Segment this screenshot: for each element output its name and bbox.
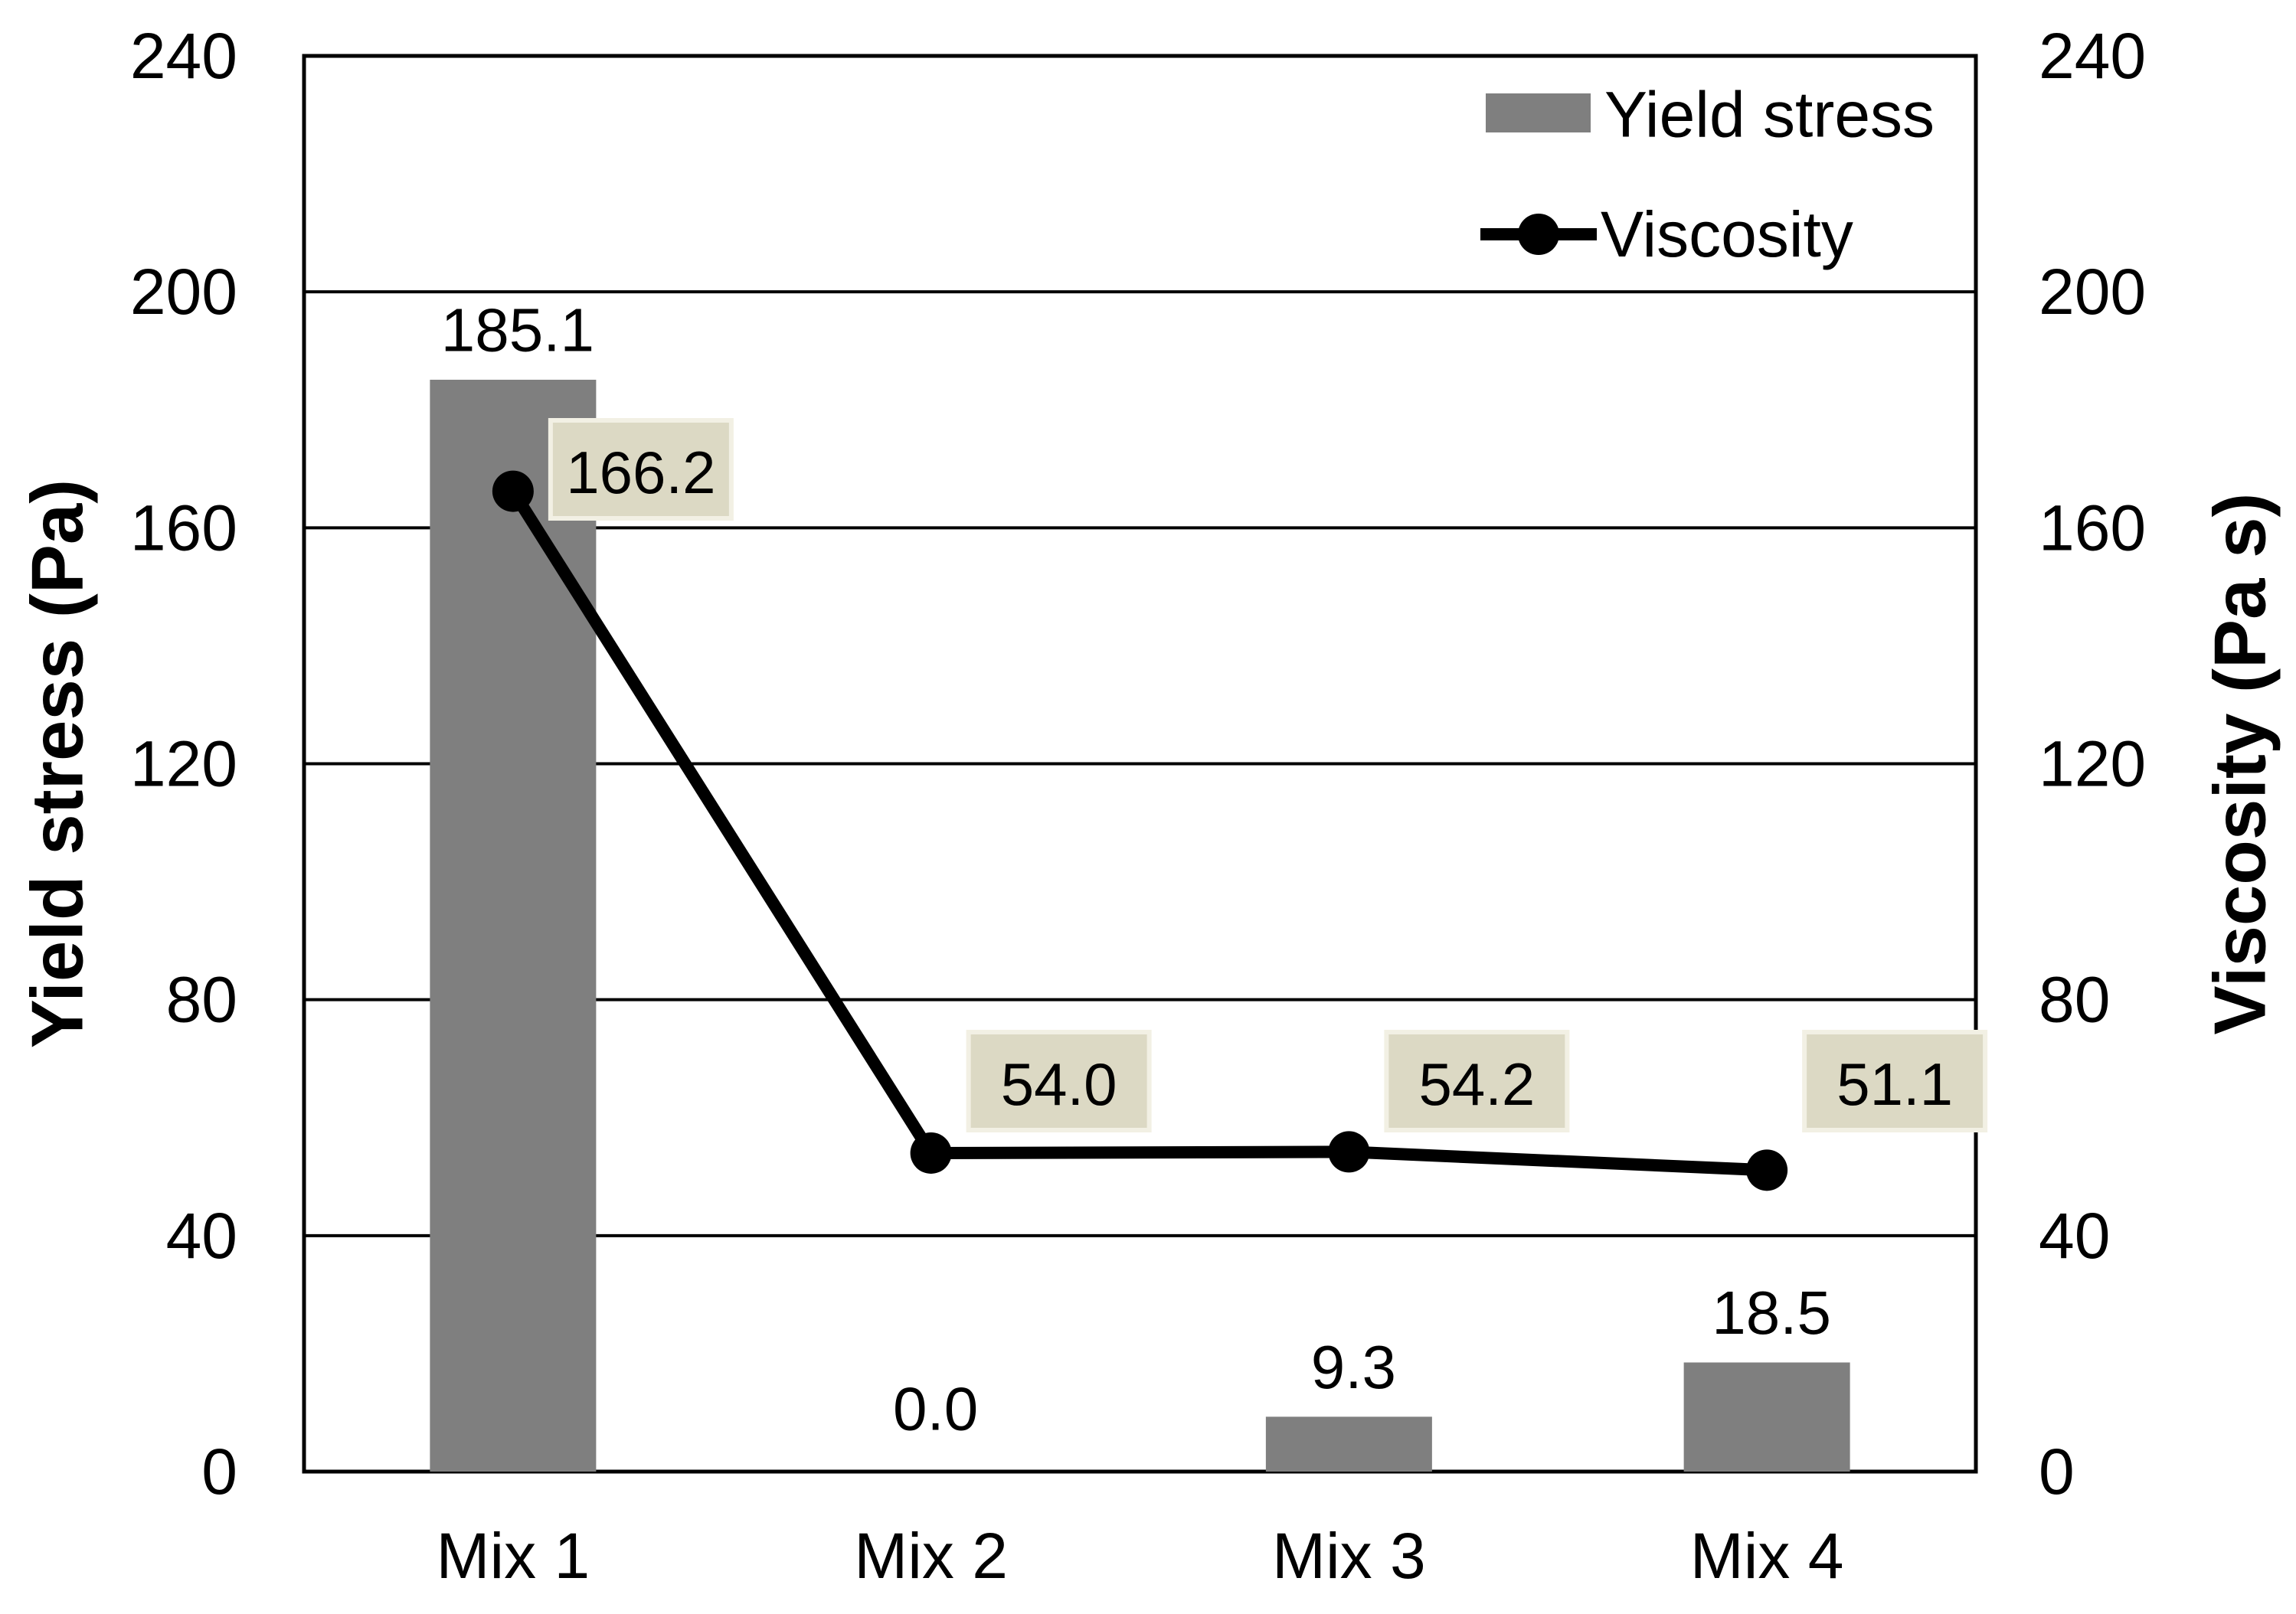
viscosity-line	[506, 485, 1774, 1177]
right-axis-title: Viscosity (Pa s)	[2200, 493, 2281, 1035]
viscosity-label-2: 54.0	[1001, 1050, 1117, 1118]
category-label-mix-3: Mix 3	[1272, 1520, 1426, 1592]
viscosity-label-box-1	[548, 418, 734, 521]
left-axis-title: Yield stress (Pa)	[17, 479, 99, 1048]
right-tick-240: 240	[2039, 20, 2146, 92]
left-tick-200: 200	[130, 256, 237, 328]
bar-label-2: 0.0	[893, 1375, 978, 1443]
left-tick-40: 40	[166, 1200, 237, 1272]
viscosity-label-4: 51.1	[1836, 1050, 1953, 1118]
right-tick-120: 120	[2039, 728, 2146, 800]
right-tick-160: 160	[2039, 492, 2146, 564]
bar-mix-4	[1683, 1362, 1850, 1472]
plot-border	[302, 54, 1978, 1474]
legend-label-viscosity: Viscosity	[1601, 198, 1853, 270]
viscosity-marker-2	[910, 1132, 952, 1174]
viscosity-label-3: 54.2	[1418, 1050, 1535, 1118]
viscosity-marker-3	[1328, 1131, 1370, 1173]
viscosity-marker-4	[1746, 1149, 1788, 1191]
bar-mix-3	[1265, 1416, 1432, 1472]
left-tick-240: 240	[130, 20, 237, 92]
viscosity-label-box-4	[1802, 1030, 1988, 1132]
right-tick-0: 0	[2039, 1436, 2075, 1508]
left-tick-80: 80	[166, 964, 237, 1036]
right-tick-40: 40	[2039, 1200, 2110, 1272]
viscosity-marker-1	[492, 470, 534, 512]
bar-label-4: 18.5	[1712, 1279, 1831, 1347]
viscosity-label-1: 166.2	[566, 439, 715, 506]
right-tick-80: 80	[2039, 964, 2110, 1036]
left-tick-0: 0	[201, 1436, 237, 1508]
legend-swatch-yield-stress	[1486, 93, 1591, 132]
category-label-mix-2: Mix 2	[854, 1520, 1008, 1592]
legend-marker-viscosity	[1518, 214, 1559, 255]
viscosity-label-box-2	[966, 1030, 1152, 1132]
category-label-mix-1: Mix 1	[437, 1520, 590, 1592]
category-label-mix-4: Mix 4	[1690, 1520, 1844, 1592]
left-tick-160: 160	[130, 492, 237, 564]
bar-label-1: 185.1	[441, 296, 594, 364]
bar-mix-1	[430, 379, 597, 1472]
left-tick-120: 120	[130, 728, 237, 800]
bar-label-3: 9.3	[1311, 1333, 1396, 1401]
right-tick-200: 200	[2039, 256, 2146, 328]
legend-label-yield-stress: Yield stress	[1604, 79, 1935, 151]
viscosity-label-box-3	[1384, 1030, 1570, 1132]
